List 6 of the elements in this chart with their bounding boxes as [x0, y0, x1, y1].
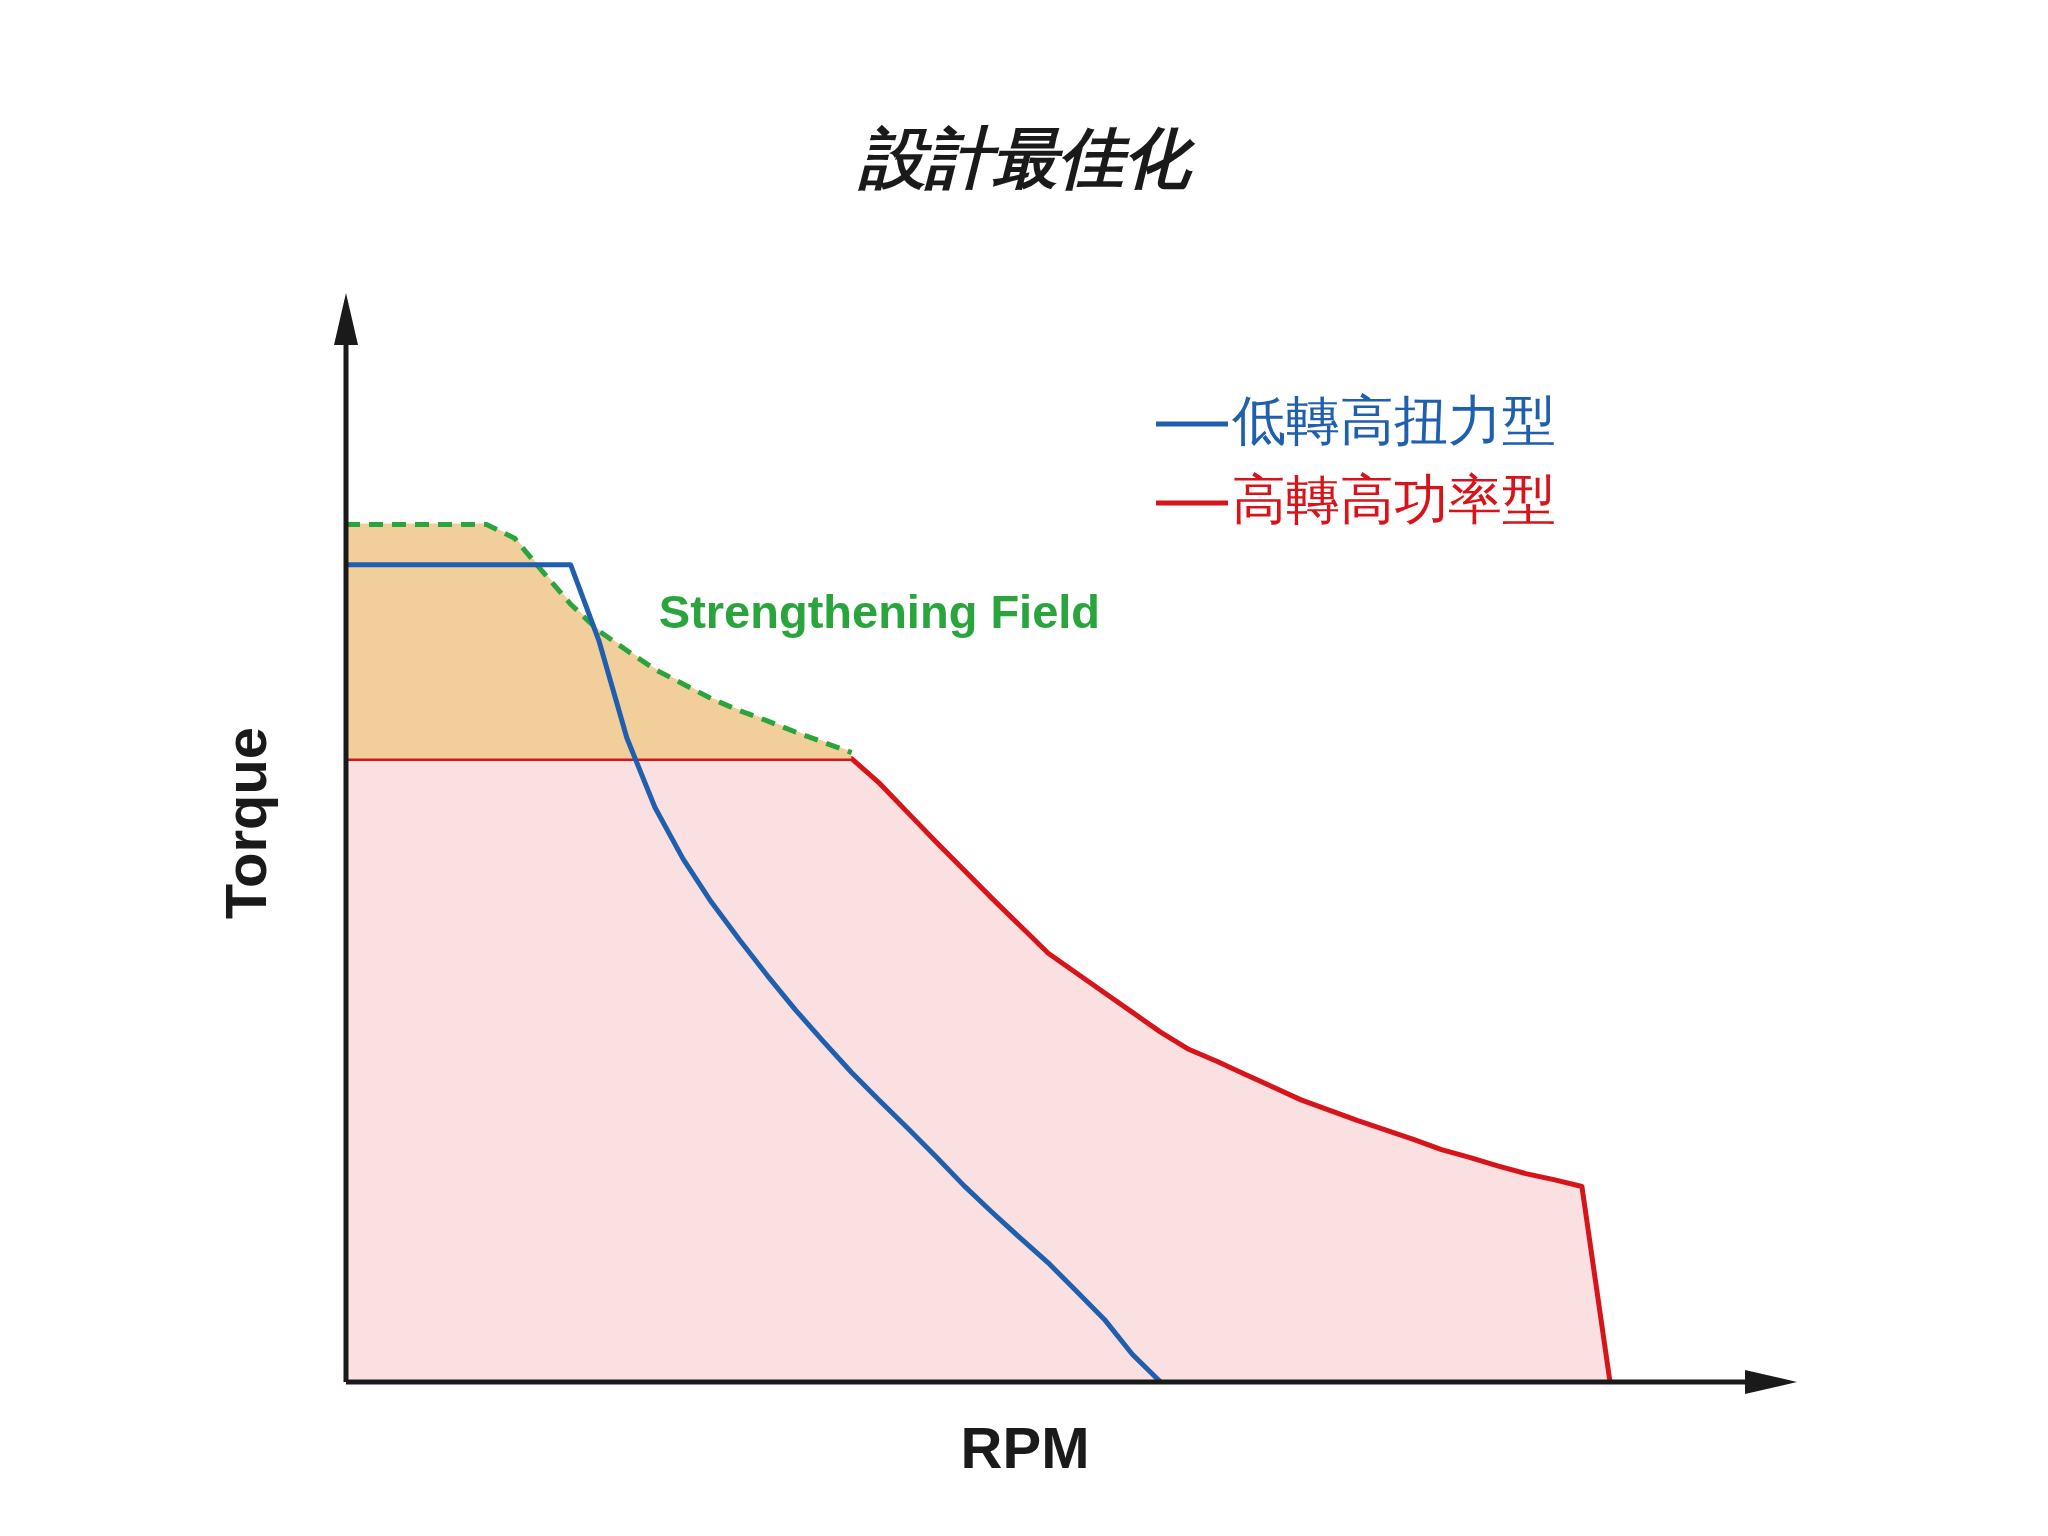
legend-label: 低轉高扭力型 — [1232, 389, 1556, 450]
legend-label: 高轉高功率型 — [1232, 468, 1556, 529]
chart-title: 設計最佳化 — [857, 121, 1196, 196]
x-axis-title: RPM — [960, 1415, 1090, 1480]
y-axis-title: Torque — [213, 726, 278, 920]
series-label: Strengthening Field — [658, 585, 1101, 639]
